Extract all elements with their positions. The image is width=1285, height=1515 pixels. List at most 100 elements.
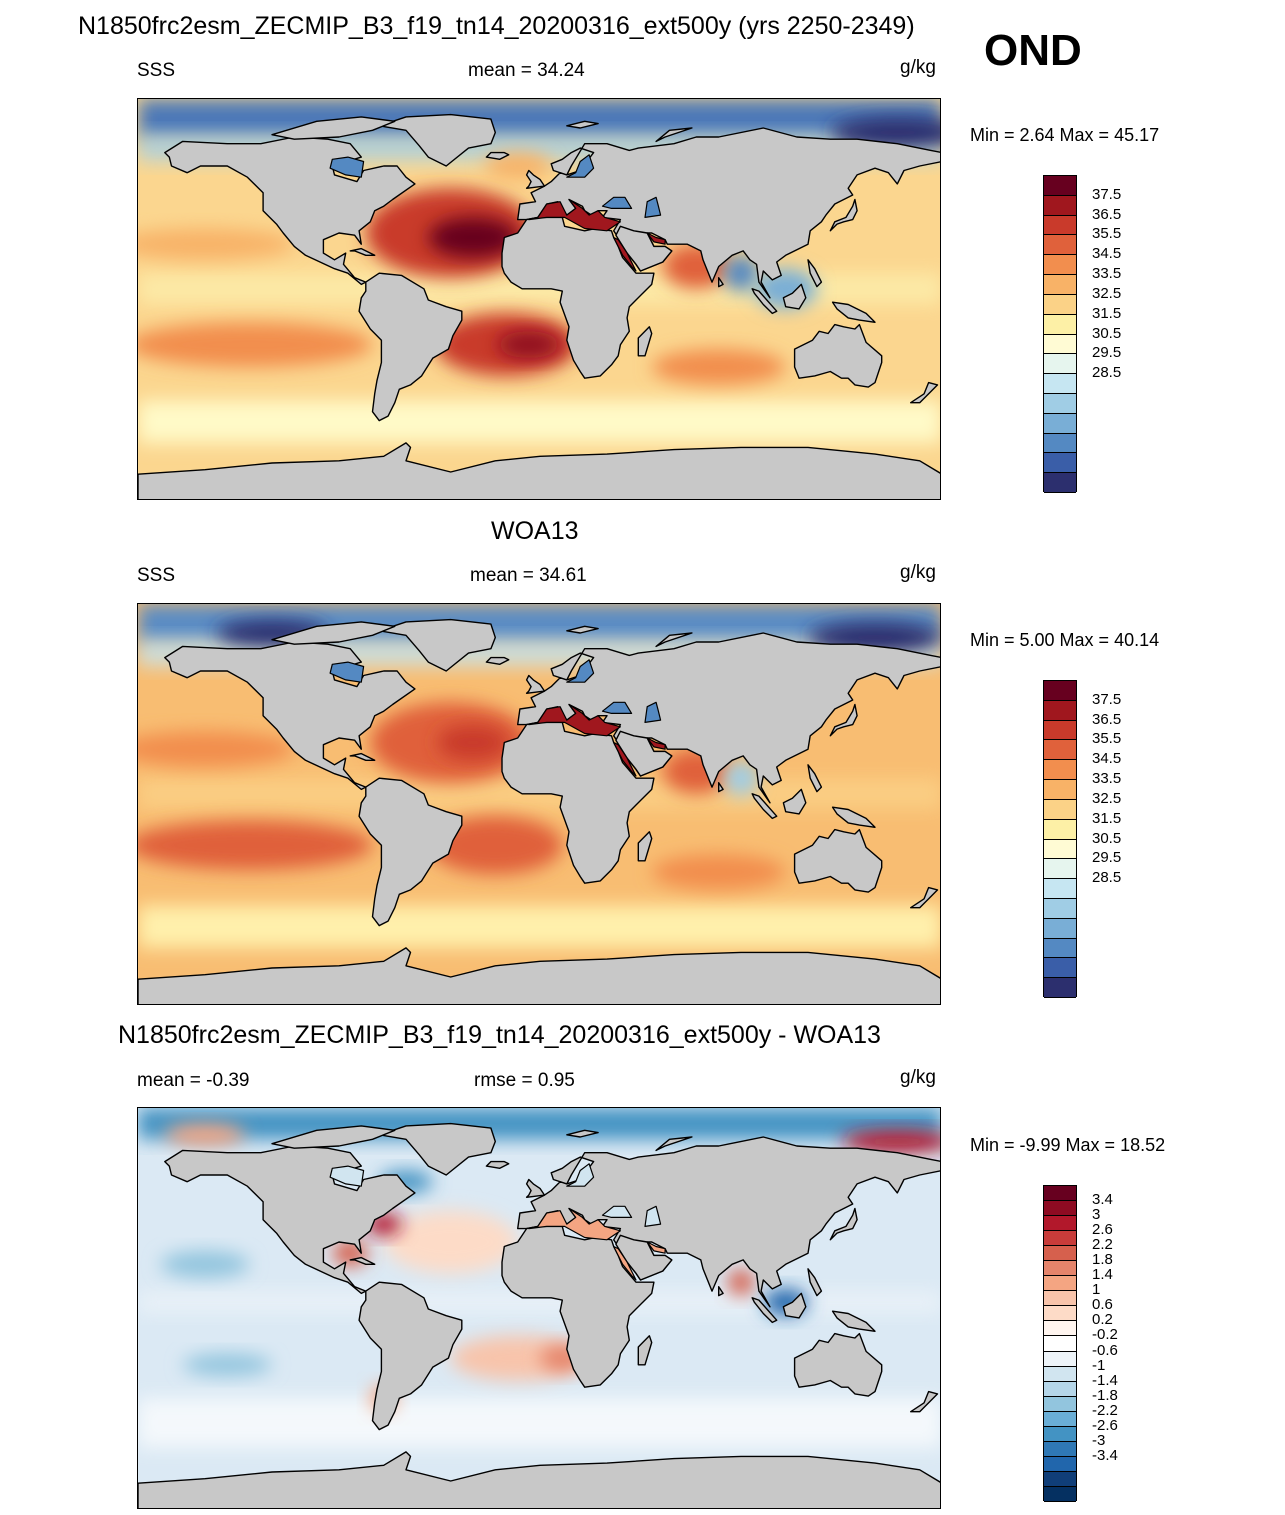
colorbar-swatch	[1044, 1201, 1076, 1217]
colorbar-swatch	[1044, 1441, 1076, 1457]
colorbar-swatch	[1044, 1456, 1076, 1472]
colorbar-tick-label: 28.5	[1092, 869, 1122, 887]
south-atlantic-saline-core	[428, 816, 563, 875]
sea-black-sea	[601, 1205, 633, 1219]
colorbar-swatch	[1044, 760, 1076, 781]
sea-hudson-bay	[329, 661, 365, 683]
land-japan	[829, 1207, 858, 1241]
arctic-low-salinity-band	[138, 99, 940, 140]
sea-baltic	[566, 154, 595, 178]
sea-red-sea	[613, 236, 637, 272]
colorbar-swatch	[1044, 453, 1076, 474]
southern-ocean-neutral-band	[138, 1398, 940, 1448]
figure-title: N1850frc2esm_ZECMIP_B3_f19_tn14_20200316…	[78, 12, 915, 40]
colorbar-swatch	[1044, 235, 1076, 256]
colorbar-swatch	[1044, 1381, 1076, 1397]
panel3-units-label: g/kg	[900, 1067, 936, 1088]
panel2-map	[137, 603, 941, 1005]
land-cuba	[349, 1256, 376, 1266]
sea-black-sea	[601, 196, 633, 210]
panel2-mean-label: mean = 34.61	[470, 565, 587, 586]
land-borneo	[782, 788, 807, 815]
land-new-zealand	[910, 381, 939, 404]
colorbar-swatch	[1044, 1426, 1076, 1442]
colorbar-tick-label: 31.5	[1092, 304, 1122, 322]
colorbar-tick-label: 35.5	[1092, 730, 1122, 748]
land-novaya-zemlya	[655, 1136, 693, 1152]
land-sri-lanka	[718, 276, 724, 288]
colorbar-swatch	[1044, 918, 1076, 939]
land-south-america	[358, 272, 463, 422]
land-greenland	[378, 113, 496, 167]
colorbar-swatch	[1044, 176, 1076, 196]
sea-mediterranean	[528, 198, 621, 232]
panel2-units-label: g/kg	[900, 562, 936, 583]
land-uk	[525, 674, 546, 695]
colorbar-tick-label: -3	[1092, 1431, 1106, 1449]
bay-of-bengal-fresh	[723, 255, 759, 292]
arctic-negative-band	[138, 1108, 940, 1140]
land-svalbard	[566, 120, 599, 129]
land-arabia	[615, 1234, 673, 1281]
colorbar-swatch	[1044, 819, 1076, 840]
land-africa	[501, 216, 655, 379]
colorbar-swatch	[1044, 780, 1076, 800]
land-australia	[793, 828, 883, 893]
panel2-title: WOA13	[491, 517, 579, 545]
land-eurasia	[517, 1136, 940, 1308]
panel3-map-svg	[138, 1108, 940, 1508]
colorbar-swatch	[1044, 294, 1076, 315]
siberian-shelf-positive	[841, 1130, 940, 1153]
land-japan	[829, 198, 858, 232]
land-eurasia	[517, 632, 940, 804]
land-south-america	[358, 1281, 463, 1431]
colorbar-tick-label: 37.5	[1092, 690, 1122, 708]
panel1-minmax: Min = 2.64 Max = 45.17	[970, 125, 1160, 145]
colorbar-swatch	[1044, 1186, 1076, 1202]
colorbar-swatch	[1044, 334, 1076, 355]
colorbar-tick-label: 35.5	[1092, 225, 1122, 243]
land-iceland	[485, 151, 510, 160]
sea-mediterranean	[528, 703, 621, 737]
colorbar-swatch	[1044, 1351, 1076, 1367]
land-sri-lanka	[718, 781, 724, 793]
land-new-zealand	[910, 886, 939, 909]
panel2-colorbar	[1043, 680, 1077, 998]
colorbar-swatch	[1044, 879, 1076, 899]
colorbar-tick-label: 1	[1092, 1281, 1101, 1299]
colorbar-tick-label: 30.5	[1092, 829, 1122, 847]
land-eurasia	[517, 127, 940, 299]
land-canadian-archipelago	[271, 1125, 396, 1149]
colorbar-swatch	[1044, 393, 1076, 414]
colorbar-swatch	[1044, 374, 1076, 394]
colorbar-tick-label: 30.5	[1092, 324, 1122, 342]
land-greenland	[378, 618, 496, 672]
colorbar-swatch	[1044, 215, 1076, 236]
colorbar-tick-label: 34.5	[1092, 245, 1122, 263]
land-philippines	[807, 764, 823, 793]
land-japan	[829, 703, 858, 737]
colorbar-swatch	[1044, 1411, 1076, 1427]
colorbar-swatch	[1044, 938, 1076, 959]
colorbar-tick-label: 1.4	[1092, 1266, 1113, 1284]
panel2-minmax: Min = 5.00 Max = 40.14	[970, 630, 1160, 650]
colorbar-tick-label: 37.5	[1092, 185, 1122, 203]
southern-ocean-band	[138, 905, 940, 948]
sea-persian-gulf	[646, 737, 666, 750]
land-africa	[501, 721, 655, 884]
land-uk	[525, 169, 546, 190]
sea-persian-gulf	[646, 1241, 666, 1254]
land-madagascar	[637, 831, 653, 862]
land-sumatra	[751, 288, 778, 315]
colorbar-swatch	[1044, 1231, 1076, 1247]
colorbar-tick-label: -0.6	[1092, 1341, 1118, 1359]
land-svalbard	[566, 1129, 599, 1138]
southern-ocean-band	[138, 400, 940, 443]
south-pacific-saline-zone	[138, 820, 373, 870]
land-australia	[793, 323, 883, 388]
panel1-variable-label: SSS	[137, 60, 176, 81]
north-pacific-saline-zone	[138, 228, 295, 260]
colorbar-tick-label: 36.5	[1092, 710, 1122, 728]
land-borneo	[782, 1292, 807, 1319]
land-madagascar	[637, 326, 653, 357]
